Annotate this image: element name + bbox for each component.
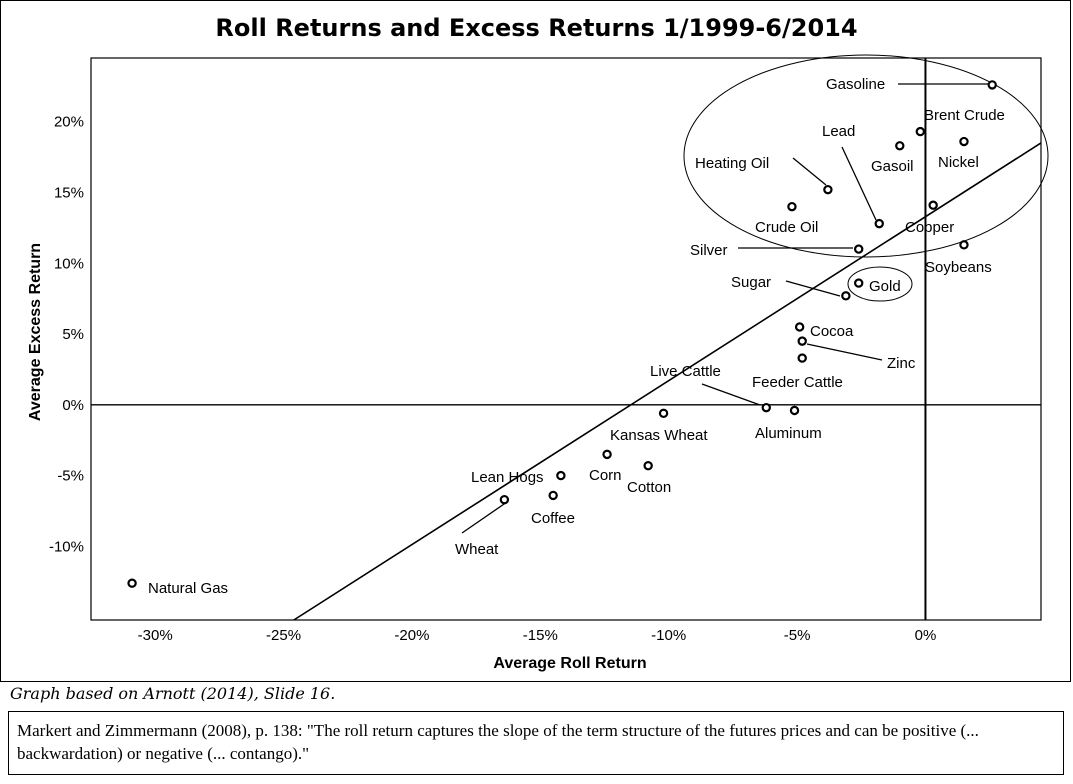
point-gasoil: [895, 141, 905, 151]
y-tick-label: -10%: [49, 538, 84, 555]
y-tick-label: 0%: [62, 397, 84, 414]
point-label-zinc: Zinc: [887, 355, 916, 372]
point-gold: [854, 278, 864, 288]
quote-text: Markert and Zimmermann (2008), p. 138: "…: [17, 721, 979, 763]
point-label-natural-gas: Natural Gas: [148, 580, 228, 597]
point-label-silver: Silver: [690, 242, 728, 259]
gold-ellipse: [847, 266, 913, 302]
energy-metals-ellipse: [683, 54, 1049, 258]
point-crude-oil: [787, 201, 797, 212]
point-soybeans: [959, 240, 969, 250]
point-zinc: [797, 336, 807, 346]
point-brent-crude: [915, 126, 926, 137]
point-corn: [602, 449, 612, 460]
point-label-gasoline: Gasoline: [826, 76, 885, 93]
point-label-corn: Corn: [589, 467, 622, 484]
source-caption: Graph based on Arnott (2014), Slide 16.: [10, 684, 336, 703]
point-sugar: [841, 291, 851, 301]
point-label-live-cattle: Live Cattle: [650, 363, 721, 380]
point-copper: [928, 200, 938, 210]
point-label-aluminum: Aluminum: [755, 425, 822, 442]
point-label-cocoa: Cocoa: [810, 323, 854, 340]
point-label-gasoil: Gasoil: [871, 158, 914, 175]
leader-line-zinc: [806, 343, 883, 361]
point-cotton: [643, 460, 653, 471]
x-axis-label: Average Roll Return: [493, 655, 646, 672]
x-tick-label: -15%: [523, 627, 558, 644]
point-label-lean-hogs: Lean Hogs: [471, 469, 544, 486]
point-label-gold: Gold: [869, 278, 901, 295]
point-natural-gas: [127, 578, 137, 588]
scatter-chart: -30% -25% -20% -15% -10% -5% 0% -10% -5% 0% 5% 10% 1…: [27, 54, 1049, 672]
x-tick-label: -30%: [138, 627, 173, 644]
y-tick-label: 5%: [62, 326, 84, 343]
point-label-heating-oil: Heating Oil: [695, 155, 769, 172]
point-wheat: [499, 494, 510, 505]
chart-frame: [0, 0, 1071, 682]
point-label-coffee: Coffee: [531, 510, 575, 527]
leader-line-live-cattle: [701, 383, 761, 406]
point-aluminum: [789, 405, 800, 416]
point-label-soybeans: Soybeans: [925, 259, 992, 276]
leader-line-sugar: [785, 280, 841, 297]
x-tick-label: -25%: [266, 627, 301, 644]
point-lead: [874, 218, 884, 229]
x-tick-label: -5%: [784, 627, 811, 644]
y-tick-label: 15%: [54, 184, 84, 201]
point-label-crude-oil: Crude Oil: [755, 219, 818, 236]
point-label-copper: Copper: [905, 219, 954, 236]
point-label-sugar: Sugar: [731, 274, 771, 291]
point-live-cattle: [761, 402, 771, 413]
point-label-cotton: Cotton: [627, 479, 671, 496]
point-label-feeder-cattle: Feeder Cattle: [752, 374, 843, 391]
point-feeder-cattle: [797, 353, 807, 363]
plot-area: -30% -25% -20% -15% -10% -5% 0% -10% -5% 0% 5% 10% 1…: [49, 54, 1049, 644]
y-tick-label: -5%: [57, 468, 84, 485]
y-tick-label: 20%: [54, 114, 84, 131]
point-kansas-wheat: [658, 408, 669, 419]
point-lean-hogs: [556, 470, 566, 481]
point-label-wheat: Wheat: [455, 541, 499, 558]
point-label-nickel: Nickel: [938, 154, 979, 171]
leader-line-lead: [841, 146, 877, 221]
point-label-kansas-wheat: Kansas Wheat: [610, 427, 708, 444]
trend-line: [293, 142, 1042, 621]
point-label-lead: Lead: [822, 123, 855, 140]
point-nickel: [959, 136, 969, 147]
x-tick-label: -20%: [394, 627, 429, 644]
x-tick-label: 0%: [915, 627, 937, 644]
leader-line-heating-oil: [792, 157, 827, 186]
point-heating-oil: [823, 184, 833, 195]
x-tick-label: -10%: [651, 627, 686, 644]
point-label-brent-crude: Brent Crude: [924, 107, 1005, 124]
point-coffee: [548, 490, 558, 501]
plot-border: [90, 57, 1042, 621]
point-cocoa: [794, 322, 805, 332]
leader-line-wheat: [461, 501, 508, 534]
y-tick-label: 10%: [54, 255, 84, 272]
chart-title: Roll Returns and Excess Returns 1/1999-6…: [215, 14, 858, 42]
y-axis-label: Average Excess Return: [27, 243, 44, 421]
point-gasoline: [987, 80, 997, 90]
quote-box: Markert and Zimmermann (2008), p. 138: "…: [8, 711, 1064, 775]
point-silver: [854, 244, 864, 254]
